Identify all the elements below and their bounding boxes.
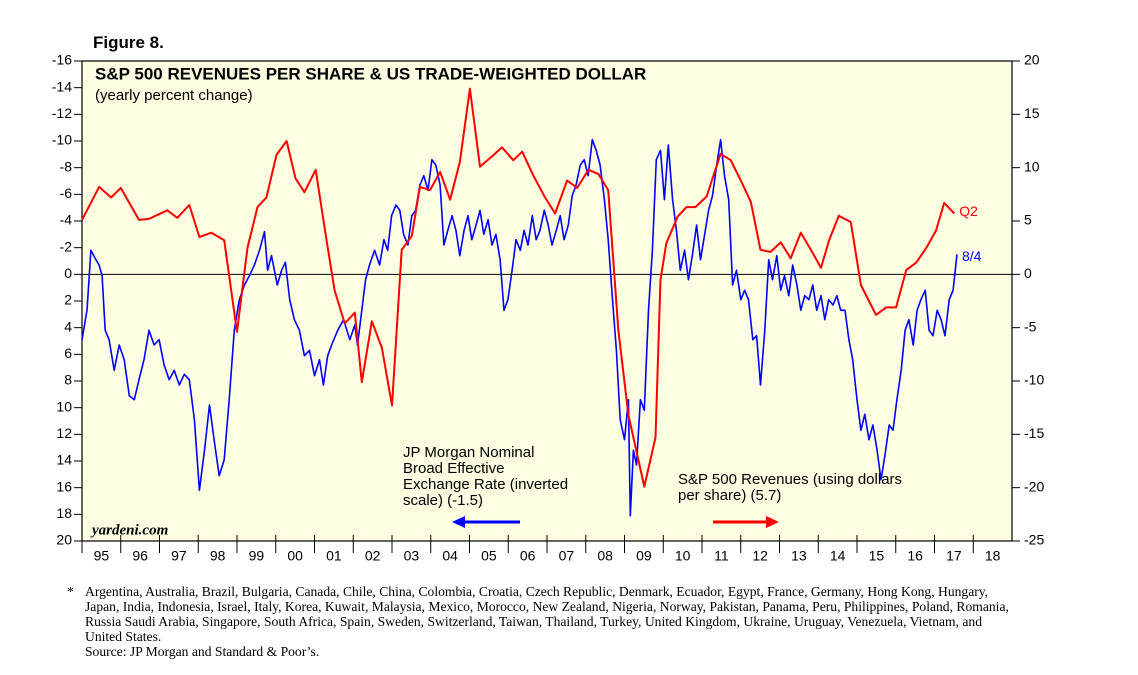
y-tick-label: -6 xyxy=(60,185,73,201)
x-tick-label: 00 xyxy=(287,548,303,564)
x-tick-label: 98 xyxy=(210,548,226,564)
x-tick-label: 10 xyxy=(675,548,691,564)
y-tick-label: 0 xyxy=(64,265,72,281)
x-tick-label: 04 xyxy=(442,548,458,564)
footnote: Argentina, Australia, Brazil, Bulgaria, … xyxy=(85,584,1009,644)
y-tick-label: 4 xyxy=(64,318,72,334)
x-tick-label: 17 xyxy=(946,548,962,564)
legend-entry: JP Morgan Nominal Broad Effective Exchan… xyxy=(403,444,569,509)
y2-tick-label: 0 xyxy=(1024,265,1032,281)
x-tick-label: 97 xyxy=(171,548,187,564)
x-tick-label: 99 xyxy=(249,548,265,564)
y-tick-label: 20 xyxy=(56,532,72,548)
x-tick-label: 03 xyxy=(404,548,420,564)
legend-entry: S&P 500 Revenues (using dollars per shar… xyxy=(678,471,903,504)
y2-tick-label: -15 xyxy=(1024,425,1044,441)
y-tick-label: 12 xyxy=(56,425,72,441)
y-tick-label: -12 xyxy=(52,105,72,121)
y2-tick-label: 20 xyxy=(1024,52,1040,68)
y-tick-label: -8 xyxy=(60,158,73,174)
chart-subtitle: (yearly percent change) xyxy=(95,87,253,104)
y-tick-label: -2 xyxy=(60,238,73,254)
x-tick-label: 16 xyxy=(907,548,923,564)
x-tick-label: 13 xyxy=(791,548,807,564)
figure-label: Figure 8. xyxy=(93,33,164,52)
x-tick-label: 02 xyxy=(365,548,381,564)
y2-tick-label: -10 xyxy=(1024,372,1044,388)
x-tick-label: 06 xyxy=(520,548,536,564)
y-tick-label: 10 xyxy=(56,398,72,414)
x-tick-label: 96 xyxy=(132,548,148,564)
x-tick-label: 11 xyxy=(714,548,729,564)
end-label: 8/4 xyxy=(962,248,982,264)
y2-tick-label: 10 xyxy=(1024,158,1040,174)
y-tick-label: 16 xyxy=(56,478,72,494)
legend-arrow-head xyxy=(766,516,779,528)
y-tick-label: 2 xyxy=(64,292,72,308)
y-tick-label: 6 xyxy=(64,345,72,361)
x-tick-label: 05 xyxy=(481,548,497,564)
y-tick-label: -14 xyxy=(52,78,72,94)
y-tick-label: 18 xyxy=(56,505,72,521)
x-tick-label: 14 xyxy=(830,548,846,564)
footnote-marker: * xyxy=(67,584,74,599)
watermark: yardeni.com xyxy=(90,522,168,538)
end-label: Q2 xyxy=(959,203,978,219)
y2-tick-label: 15 xyxy=(1024,105,1040,121)
legend-arrow-head xyxy=(452,516,465,528)
y2-tick-label: -20 xyxy=(1024,478,1044,494)
x-tick-label: 15 xyxy=(869,548,885,564)
x-tick-label: 18 xyxy=(985,548,1001,564)
y2-tick-label: -5 xyxy=(1024,318,1037,334)
x-tick-label: 01 xyxy=(326,548,342,564)
series-line xyxy=(81,138,958,517)
x-tick-label: 95 xyxy=(94,548,110,564)
chart-title: S&P 500 REVENUES PER SHARE & US TRADE-WE… xyxy=(95,64,646,83)
source: Source: JP Morgan and Standard & Poor’s. xyxy=(85,644,320,659)
y2-tick-label: -25 xyxy=(1024,532,1044,548)
y-tick-label: 14 xyxy=(56,452,72,468)
y-tick-label: -10 xyxy=(52,132,72,148)
y-tick-label: 8 xyxy=(64,372,72,388)
y2-tick-label: 5 xyxy=(1024,212,1032,228)
x-tick-label: 12 xyxy=(752,548,768,564)
y-tick-label: -16 xyxy=(52,52,72,68)
y-tick-label: -4 xyxy=(60,212,73,228)
series-line xyxy=(81,87,956,488)
x-tick-label: 08 xyxy=(597,548,613,564)
plot-area xyxy=(81,60,1013,542)
x-tick-label: 09 xyxy=(636,548,652,564)
x-tick-label: 07 xyxy=(559,548,575,564)
